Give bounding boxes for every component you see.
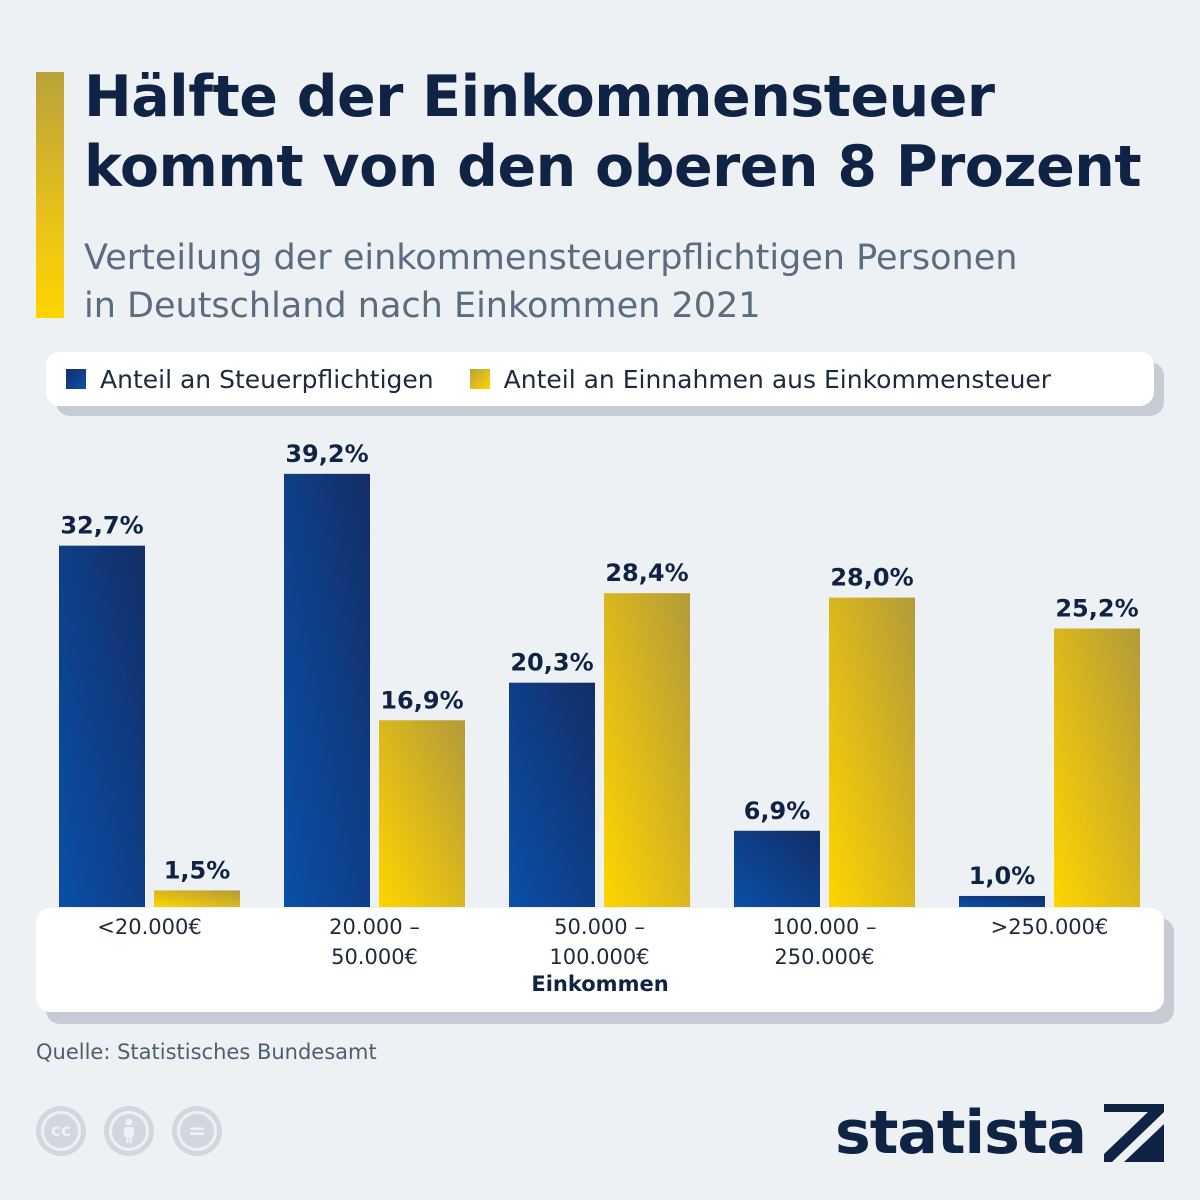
title-line-1: Hälfte der Einkommensteuer [84,64,995,130]
data-label-revenue-0: 1,5% [164,856,231,884]
title-line-2: kommt von den oberen 8 Prozent [84,134,1142,200]
data-label-taxpayers-0: 32,7% [60,512,143,540]
cc-icon[interactable]: cc [36,1106,86,1156]
brand-name: statista [834,1098,1087,1168]
bar-revenue-0 [154,890,240,907]
x-tick-label-3: 100.000 –250.000€ [772,915,877,969]
legend-label-taxpayers: Anteil an Steuerpflichtigen [100,364,434,394]
no-derivatives-icon[interactable]: = [172,1106,222,1156]
source-note: Quelle: Statistisches Bundesamt [36,1040,377,1064]
nd-icon-glyph: = [177,1111,217,1151]
chart-title: Hälfte der Einkommensteuer kommt von den… [84,62,1184,202]
x-tick-label-1: 20.000 –50.000€ [329,915,420,969]
person-icon [124,1118,134,1143]
attribution-icon[interactable] [104,1106,154,1156]
legend: Anteil an Steuerpflichtigen Anteil an Ei… [46,352,1154,406]
license-icons: cc = [36,1106,222,1156]
bar-revenue-3 [829,597,915,907]
bar-revenue-1 [379,720,465,907]
subtitle-line-2: in Deutschland nach Einkommen 2021 [84,286,761,326]
axis-panel [36,908,1164,1012]
statista-logo-icon [1104,1104,1164,1162]
legend-item-revenue: Anteil an Einnahmen aus Einkommensteuer [469,364,1052,394]
bar-taxpayers-2 [509,682,595,907]
bar-taxpayers-0 [59,545,145,907]
subtitle-line-1: Verteilung der einkommensteuerpflichtige… [84,238,1018,278]
data-label-taxpayers-2: 20,3% [510,649,593,677]
data-label-taxpayers-4: 1,0% [969,862,1036,890]
title-accent-bar [36,72,64,318]
bar-taxpayers-1 [284,473,370,907]
legend-label-revenue: Anteil an Einnahmen aus Einkommensteuer [503,364,1052,394]
bar-revenue-2 [604,593,690,907]
chart-subtitle: Verteilung der einkommensteuerpflichtige… [84,234,1184,330]
bar-taxpayers-4 [959,895,1045,907]
cc-icon-glyph: cc [41,1111,81,1151]
data-label-revenue-3: 28,0% [830,564,913,592]
data-label-revenue-4: 25,2% [1055,595,1138,623]
data-label-revenue-1: 16,9% [380,686,463,714]
legend-item-taxpayers: Anteil an Steuerpflichtigen [66,365,434,394]
x-tick-label-4: >250.000€ [990,915,1109,939]
x-axis-title: Einkommen [531,972,669,996]
bar-revenue-4 [1054,628,1140,907]
data-label-revenue-2: 28,4% [605,559,688,587]
brand: statista [835,1098,1164,1168]
bar-taxpayers-3 [734,830,820,907]
x-tick-label-0: <20.000€ [97,915,202,939]
legend-swatch-revenue [469,369,490,389]
legend-swatch-taxpayers [66,369,86,389]
data-label-taxpayers-3: 6,9% [744,797,811,825]
data-label-taxpayers-1: 39,2% [285,440,368,468]
x-tick-label-2: 50.000 –100.000€ [549,915,650,969]
